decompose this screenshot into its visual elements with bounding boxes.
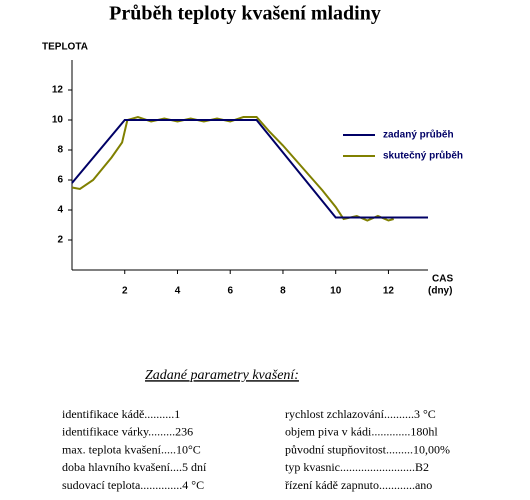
param-text: doba hlavního kvašení....5 dní [62,460,207,474]
legend-label: skutečný průběh [383,150,463,162]
y-tick-label: 10 [52,115,64,126]
param-text: typ kvasnic.........................B2 [285,460,429,474]
param-text: řízení kádě zapnuto............ano [285,478,432,492]
line-series [71,119,428,219]
x-tick-label: 4 [175,286,181,297]
param-text: objem piva v kádi.............180hl [285,425,438,439]
x-tick-label: 2 [122,286,128,297]
y-tick-label: 6 [57,175,63,186]
chart-title: Průběh teploty kvašení mladiny [109,3,381,25]
params-title: Zadané parametry kvašení: [145,368,299,383]
x-tick-label: 8 [280,286,286,297]
x-tick-label: 10 [330,286,342,297]
line-series [71,115,394,222]
param-text: max. teplota kvašení.....10°C [62,442,201,456]
param-text: původní stupňovitost.........10,00% [285,442,450,456]
param-text: identifikace várky.........236 [62,425,193,439]
y-tick-label: 2 [57,235,63,246]
legend-label: zadaný průběh [383,129,454,141]
param-text: identifikace kádě..........1 [62,407,180,421]
param-text: rychlost zchlazování..........3 °C [285,407,436,421]
y-tick-label: 8 [57,145,63,156]
x-tick-label: 12 [383,286,395,297]
y-tick-label: 12 [52,85,64,96]
x-axis-label: CAS [432,274,453,285]
y-tick-label: 4 [57,205,63,216]
x-axis-unit: (dny) [428,286,452,297]
x-tick-label: 6 [227,286,233,297]
param-text: sudovací teplota..............4 °C [62,478,204,492]
y-axis-label: TEPLOTA [42,42,88,53]
